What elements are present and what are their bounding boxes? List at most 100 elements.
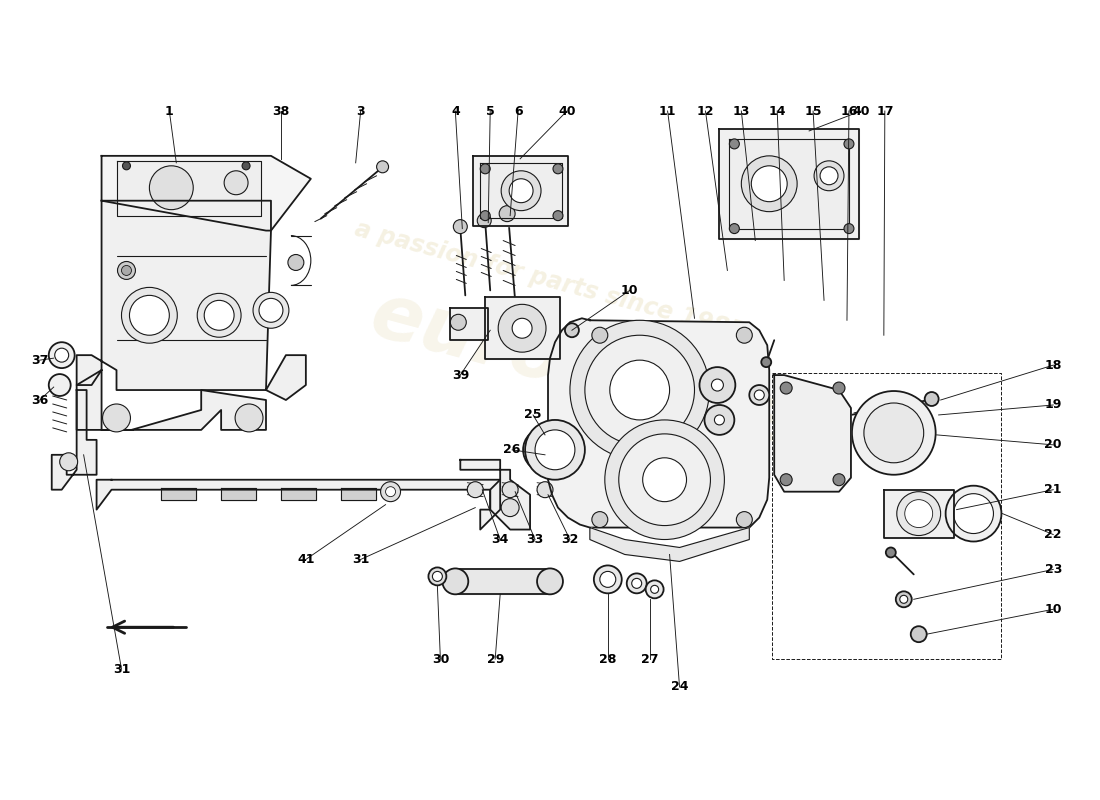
Circle shape [242, 162, 250, 170]
Circle shape [814, 161, 844, 190]
Circle shape [594, 566, 621, 594]
Text: 37: 37 [31, 354, 48, 366]
Text: 3: 3 [356, 105, 365, 118]
Circle shape [714, 415, 725, 425]
Text: 40: 40 [852, 105, 870, 118]
Circle shape [59, 453, 78, 470]
Circle shape [886, 547, 895, 558]
Circle shape [605, 420, 725, 539]
Text: 15: 15 [804, 105, 822, 118]
Circle shape [477, 214, 492, 228]
Text: 24: 24 [671, 681, 689, 694]
Text: 33: 33 [527, 533, 543, 546]
Circle shape [432, 571, 442, 582]
Circle shape [453, 220, 468, 234]
Polygon shape [162, 488, 196, 500]
Text: 31: 31 [352, 553, 370, 566]
Circle shape [224, 170, 249, 194]
Polygon shape [450, 308, 488, 340]
Polygon shape [473, 156, 568, 226]
Circle shape [896, 492, 940, 535]
Circle shape [553, 210, 563, 221]
Circle shape [864, 403, 924, 462]
Polygon shape [455, 570, 550, 594]
Circle shape [524, 428, 567, 472]
Circle shape [197, 294, 241, 338]
Circle shape [751, 166, 788, 202]
Polygon shape [280, 488, 316, 500]
Text: 19: 19 [1045, 398, 1062, 411]
Circle shape [700, 367, 736, 403]
Text: 23: 23 [1045, 563, 1062, 576]
Text: 4: 4 [451, 105, 460, 118]
Circle shape [729, 224, 739, 234]
Circle shape [780, 382, 792, 394]
Polygon shape [117, 161, 261, 216]
Circle shape [499, 206, 515, 222]
Circle shape [741, 156, 798, 212]
Circle shape [150, 166, 194, 210]
Circle shape [205, 300, 234, 330]
Polygon shape [548, 318, 769, 527]
Circle shape [102, 404, 131, 432]
Polygon shape [590, 527, 749, 562]
Circle shape [538, 443, 552, 457]
Circle shape [600, 571, 616, 587]
Text: 27: 27 [641, 653, 659, 666]
Text: 36: 36 [31, 394, 48, 406]
Circle shape [235, 404, 263, 432]
Circle shape [509, 178, 534, 202]
Text: 25: 25 [525, 409, 542, 422]
Circle shape [547, 437, 583, 473]
Circle shape [642, 458, 686, 502]
Circle shape [535, 430, 575, 470]
Circle shape [498, 304, 546, 352]
Circle shape [537, 482, 553, 498]
Circle shape [749, 385, 769, 405]
Circle shape [442, 569, 469, 594]
Circle shape [537, 569, 563, 594]
Circle shape [468, 482, 483, 498]
Text: 10: 10 [1045, 602, 1062, 616]
Text: 6: 6 [514, 105, 522, 118]
Text: 13: 13 [733, 105, 750, 118]
Circle shape [513, 318, 532, 338]
Circle shape [755, 390, 764, 400]
Text: 11: 11 [659, 105, 676, 118]
Circle shape [121, 287, 177, 343]
Text: 31: 31 [113, 662, 130, 675]
Circle shape [502, 170, 541, 210]
Text: 29: 29 [486, 653, 504, 666]
Text: 26: 26 [504, 443, 520, 456]
Text: 10: 10 [621, 284, 638, 297]
Circle shape [503, 482, 518, 498]
Circle shape [844, 224, 854, 234]
Circle shape [130, 295, 169, 335]
Text: 28: 28 [600, 653, 616, 666]
Circle shape [627, 574, 647, 594]
Text: 40: 40 [558, 105, 575, 118]
Text: 12: 12 [696, 105, 714, 118]
Circle shape [481, 210, 491, 221]
Circle shape [650, 586, 659, 594]
Circle shape [553, 164, 563, 174]
Circle shape [905, 500, 933, 527]
Polygon shape [729, 139, 849, 229]
Circle shape [736, 512, 752, 527]
Circle shape [592, 512, 608, 527]
Circle shape [48, 374, 70, 396]
Text: 21: 21 [1045, 483, 1062, 496]
Text: eurospares: eurospares [362, 278, 847, 474]
Polygon shape [774, 375, 851, 492]
Circle shape [381, 482, 400, 502]
Text: 20: 20 [1045, 438, 1062, 451]
Circle shape [631, 578, 641, 588]
Text: 17: 17 [876, 105, 893, 118]
Circle shape [736, 327, 752, 343]
Circle shape [609, 360, 670, 420]
Circle shape [646, 580, 663, 598]
Polygon shape [719, 129, 859, 238]
Circle shape [900, 595, 908, 603]
Circle shape [729, 139, 739, 149]
Circle shape [851, 391, 936, 474]
